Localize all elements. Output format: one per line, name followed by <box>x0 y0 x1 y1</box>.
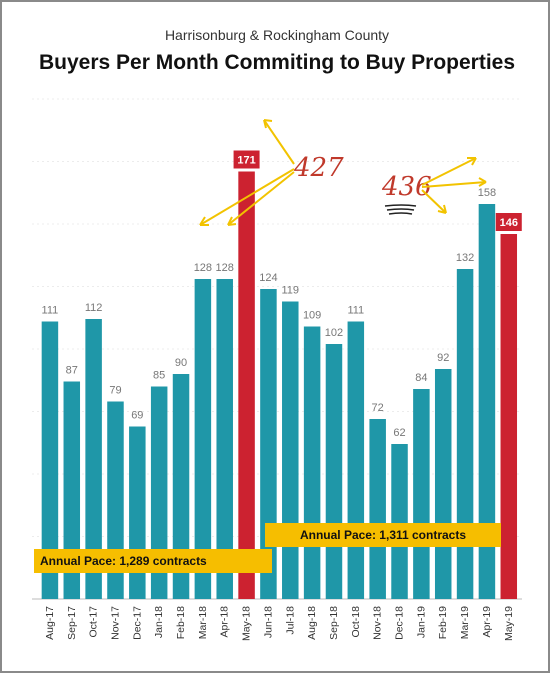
bar-jan-19 <box>413 389 430 599</box>
value-label-jan-19: 84 <box>415 372 427 384</box>
arrowhead-mar19 <box>437 204 447 214</box>
bar-apr-19 <box>478 204 496 599</box>
x-tick-label-mar-19: Mar-19 <box>459 606 471 639</box>
bar-mar-19 <box>456 269 474 599</box>
bar-dec-17 <box>129 426 146 599</box>
value-label-bg-may-19 <box>495 213 522 231</box>
bar-sep-18 <box>325 344 343 599</box>
value-label-dec-18: 62 <box>393 427 405 439</box>
pace-text-2018: Annual Pace: 1,289 contracts <box>40 554 207 568</box>
pace-box-2018: Annual Pace: 1,289 contracts <box>34 549 272 573</box>
x-tick-label-dec-17: Dec-17 <box>131 606 143 640</box>
value-label-jun-18: 124 <box>259 272 277 284</box>
arrow-to-mar19 <box>421 189 447 214</box>
x-tick-label-oct-18: Oct-18 <box>350 606 362 638</box>
value-label-oct-18: 111 <box>347 305 364 317</box>
x-tick-label-jul-18: Jul-18 <box>284 606 296 635</box>
bar-jun-18 <box>260 289 277 599</box>
bar-oct-18 <box>347 321 365 599</box>
arrow-to-apr19 <box>421 157 477 186</box>
x-tick-label-sep-17: Sep-17 <box>66 606 78 640</box>
pace-text-2019: Annual Pace: 1,311 contracts <box>300 528 466 542</box>
pace-box-2018-bg <box>34 549 272 573</box>
x-tick-label-nov-18: Nov-18 <box>372 606 384 640</box>
value-label-aug-17: 111 <box>42 305 59 317</box>
bar-may-18 <box>238 171 255 599</box>
value-label-dec-17: 69 <box>131 410 143 422</box>
chart-subtitle: Harrisonburg & Rockingham County <box>165 27 389 43</box>
handwritten-sum-2018: 427 <box>293 153 344 183</box>
x-tick-label-mar-18: Mar-18 <box>197 606 209 639</box>
bar-dec-18 <box>391 444 408 599</box>
arrow-to-mar18 <box>199 168 295 226</box>
value-label-sep-17: 87 <box>66 365 78 377</box>
arrowhead-mar18 <box>199 216 209 226</box>
x-tick-label-sep-18: Sep-18 <box>328 606 340 640</box>
x-tick-label-oct-17: Oct-17 <box>88 606 100 638</box>
value-label-nov-17: 79 <box>109 385 121 397</box>
value-label-bg-may-18 <box>233 150 260 169</box>
arrowhead-apr18 <box>227 216 237 226</box>
handwritten-underline <box>384 204 417 215</box>
x-tick-label-jan-19: Jan-19 <box>415 606 427 638</box>
x-tick-label-apr-19: Apr-19 <box>481 606 493 638</box>
arrowhead-apr19 <box>467 157 477 166</box>
x-tick-label-nov-17: Nov-17 <box>109 606 121 640</box>
value-label-may-18: 171 <box>237 155 255 167</box>
x-tick-label-dec-18: Dec-18 <box>394 606 406 640</box>
bar-feb-19 <box>434 369 452 599</box>
x-tick-label-jun-18: Jun-18 <box>262 606 274 638</box>
value-label-apr-19: 158 <box>478 187 496 199</box>
bar-feb-18 <box>172 374 190 599</box>
value-label-feb-19: 92 <box>437 352 449 364</box>
annotation-2018: 427 <box>199 119 344 226</box>
bar-mar-18 <box>194 279 212 599</box>
value-label-sep-18: 102 <box>325 327 343 339</box>
arrow-to-apr18 <box>227 171 295 226</box>
x-tick-label-aug-17: Aug-17 <box>44 606 56 640</box>
value-label-apr-18: 128 <box>216 262 234 274</box>
x-tick-label-may-19: May-19 <box>503 606 515 641</box>
pace-box-2019: Annual Pace: 1,311 contracts <box>265 523 501 547</box>
value-label-jan-18: 85 <box>153 370 165 382</box>
x-tick-label-feb-19: Feb-19 <box>437 606 449 639</box>
x-tick-label-jan-18: Jan-18 <box>153 606 165 638</box>
bar-nov-18 <box>369 419 386 599</box>
value-label-aug-18: 109 <box>303 310 321 322</box>
value-label-mar-19: 132 <box>456 252 474 264</box>
chart-title: Buyers Per Month Commiting to Buy Proper… <box>39 51 515 74</box>
bar-oct-17 <box>85 319 102 599</box>
value-label-may-19: 146 <box>500 217 518 229</box>
value-label-feb-18: 90 <box>175 357 187 369</box>
x-labels-group: Aug-17 Sep-17 Oct-17 Nov-17 Dec-17 Jan-18 Feb-… <box>44 606 515 641</box>
arrowhead-may18 <box>263 119 273 129</box>
x-tick-label-aug-18: Aug-18 <box>306 606 318 640</box>
bar-may-19 <box>500 234 518 599</box>
value-label-mar-18: 128 <box>194 262 212 274</box>
arrowhead-may19 <box>478 177 487 187</box>
value-label-jul-18: 119 <box>282 285 300 297</box>
value-label-nov-18: 72 <box>372 402 384 414</box>
arrow-to-may19 <box>421 181 487 188</box>
value-labels-group: 111 87 112 79 69 85 90 128 128 171 124 119 109 102 111… <box>42 150 522 439</box>
bar-apr-18 <box>216 279 233 599</box>
bar-aug-17 <box>41 321 59 599</box>
pace-box-2019-bg <box>265 523 501 547</box>
annotation-2019: 436 <box>381 157 487 215</box>
bar-sep-17 <box>63 381 81 599</box>
bar-aug-18 <box>303 326 321 599</box>
value-label-oct-17: 112 <box>85 302 103 314</box>
x-tick-label-feb-18: Feb-18 <box>175 606 187 639</box>
x-tick-label-apr-18: Apr-18 <box>219 606 231 638</box>
bar-jul-18 <box>282 301 299 599</box>
bar-jan-18 <box>150 386 168 599</box>
arrow-to-may18 <box>263 119 295 165</box>
x-tick-label-may-18: May-18 <box>241 606 253 641</box>
